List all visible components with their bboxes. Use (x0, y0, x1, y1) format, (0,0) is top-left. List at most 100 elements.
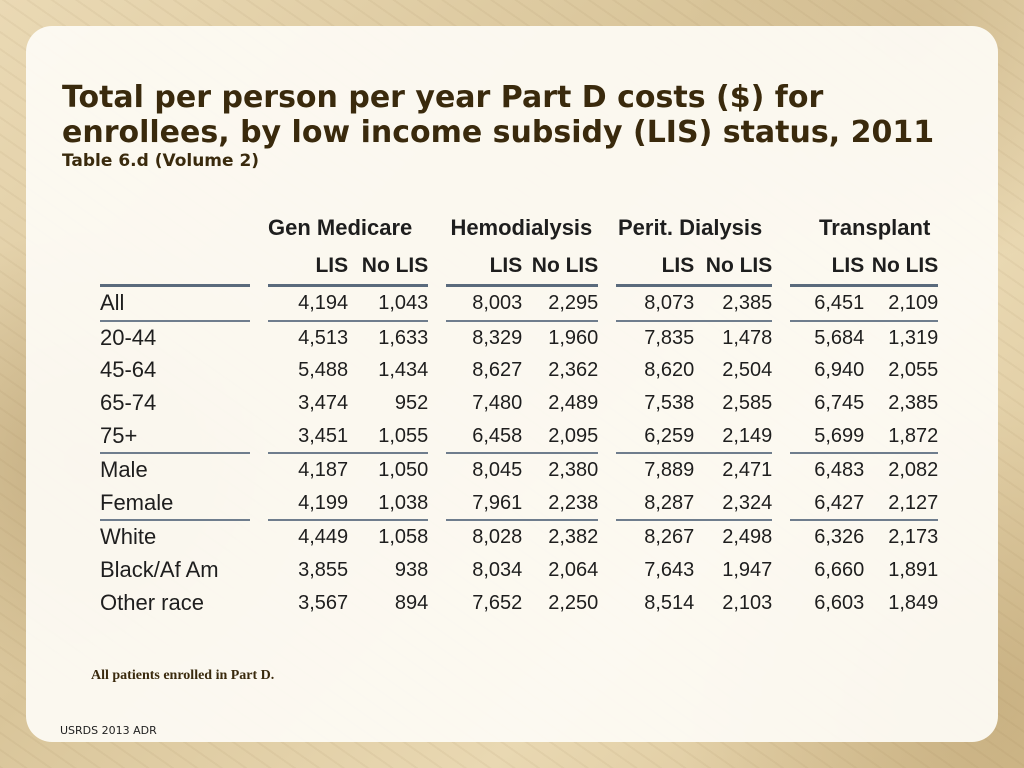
table-cell: 7,538 (644, 392, 695, 415)
table-cell: 1,434 (378, 359, 429, 382)
row-label: 45-64 (100, 357, 157, 383)
table-cell: 1,043 (348, 285, 429, 322)
table-row: 20-44 4,513 1,633 8,329 1,960 7,835 1,478 5,684… (100, 321, 938, 355)
table-cell: 3,451 (268, 419, 349, 454)
table-cell: 952 (394, 392, 429, 415)
table-cell: 8,073 (616, 285, 695, 322)
table-row: 45-64 5,488 1,434 8,627 2,362 8,620 2,504 6,940… (100, 354, 938, 387)
table-cell: 7,480 (472, 392, 523, 415)
table-cell: 2,385 (694, 285, 773, 322)
group-header-blank (100, 208, 250, 248)
table-cell: 2,055 (888, 359, 939, 382)
group-header: Transplant (819, 215, 931, 240)
row-label: White (100, 524, 157, 550)
column-header: No LIS (348, 248, 429, 287)
table-cell: 2,498 (722, 526, 773, 549)
group-header: Gen Medicare (268, 215, 413, 240)
table-row: Female 4,199 1,038 7,961 2,238 8,287 2,324 6,42… (100, 486, 939, 522)
row-label: Female (100, 486, 250, 522)
column-header: No LIS (522, 248, 599, 287)
table-cell: 4,449 (298, 526, 349, 549)
column-header: LIS (268, 248, 349, 287)
table-cell: 7,835 (644, 326, 695, 349)
table-row: White 4,449 1,058 8,028 2,382 8,267 2,498 6,326… (100, 520, 938, 554)
row-label: Other race (100, 589, 204, 615)
table-cell: 2,504 (722, 359, 773, 382)
table-cell: 4,199 (268, 486, 349, 522)
table-cell: 2,295 (522, 285, 599, 322)
table-cell: 3,474 (298, 392, 349, 415)
row-label: 20-44 (100, 324, 157, 350)
table-cell: 2,471 (722, 459, 773, 482)
table-cell: 6,451 (790, 285, 865, 322)
table-cell: 2,362 (548, 359, 599, 382)
footer-source: USRDS 2013 ADR (60, 724, 157, 737)
column-header: LIS (446, 248, 523, 287)
sub-header-row: LIS No LIS LIS No LIS LIS No LIS LIS No … (100, 248, 939, 287)
table-cell: 5,684 (814, 326, 865, 349)
table-cell: 3,855 (298, 559, 349, 582)
table-cell: 7,643 (644, 559, 695, 582)
row-label: Black/Af Am (100, 557, 219, 583)
table-cell: 6,745 (814, 392, 865, 415)
table-cell: 1,891 (888, 559, 939, 582)
table-cell: 6,326 (814, 526, 865, 549)
table-cell: 7,652 (472, 591, 523, 614)
table-cell: 6,660 (814, 559, 865, 582)
table-cell: 1,319 (888, 326, 939, 349)
table-cell: 6,483 (814, 459, 865, 482)
table-cell: 1,058 (378, 526, 429, 549)
table-cell: 938 (394, 559, 429, 582)
table-row: All 4,194 1,043 8,003 2,295 8,073 2,385 6,451 2,… (100, 285, 939, 322)
row-label: 65-74 (100, 390, 157, 416)
table-cell: 6,427 (790, 486, 865, 522)
table-cell: 7,961 (446, 486, 523, 522)
slide-subtitle: Table 6.d (Volume 2) (62, 151, 260, 171)
row-label: All (100, 285, 250, 322)
table-cell: 8,003 (446, 285, 523, 322)
table-cell: 2,324 (694, 486, 773, 522)
column-header: No LIS (864, 248, 939, 287)
table-cell: 1,633 (378, 326, 429, 349)
table-cell: 8,620 (644, 359, 695, 382)
table-cell: 1,478 (722, 326, 773, 349)
table-cell: 8,034 (472, 559, 523, 582)
table-cell: 2,173 (888, 526, 939, 549)
table-cell: 1,872 (864, 419, 939, 454)
table-cell: 8,028 (472, 526, 523, 549)
table-cell: 8,627 (472, 359, 523, 382)
table-row: 65-74 3,474 952 7,480 2,489 7,538 2,585 6,745 2,… (100, 387, 938, 420)
table-cell: 2,149 (694, 419, 773, 454)
table-cell: 2,127 (864, 486, 939, 522)
table-cell: 8,514 (644, 591, 695, 614)
table-cell: 2,380 (548, 459, 599, 482)
slide-title: Total per person per year Part D costs (… (62, 80, 935, 150)
table-cell: 5,488 (298, 359, 349, 382)
table-cell: 4,187 (298, 459, 349, 482)
table-cell: 1,050 (378, 459, 429, 482)
group-header-row: Gen Medicare Hemodialysis Perit. Dialysi… (100, 208, 938, 248)
table-cell: 3,567 (298, 591, 349, 614)
table-cell: 1,038 (348, 486, 429, 522)
table-cell: 894 (394, 591, 429, 614)
table-cell: 2,382 (548, 526, 599, 549)
table-row: Other race 3,567 894 7,652 2,250 8,514 2,103 6,… (100, 586, 938, 619)
table-cell: 6,940 (814, 359, 865, 382)
group-header: Hemodialysis (450, 215, 593, 240)
table-note: All patients enrolled in Part D. (91, 668, 275, 683)
row-label: 75+ (100, 419, 250, 454)
table-cell: 2,082 (888, 459, 939, 482)
table-cell: 6,603 (814, 591, 865, 614)
costs-table: Gen Medicare Hemodialysis Perit. Dialysi… (100, 208, 939, 619)
table-cell: 2,109 (864, 285, 939, 322)
column-header: LIS (616, 248, 695, 287)
content-panel (26, 26, 998, 742)
table-cell: 1,055 (348, 419, 429, 454)
table-cell: 1,960 (548, 326, 599, 349)
table-cell: 1,947 (722, 559, 773, 582)
table-row: Male 4,187 1,050 8,045 2,380 7,889 2,471 6,483 2… (100, 453, 938, 487)
table-cell: 4,194 (268, 285, 349, 322)
table-cell: 2,585 (722, 392, 773, 415)
group-header: Perit. Dialysis (617, 215, 763, 240)
table-cell: 2,238 (522, 486, 599, 522)
